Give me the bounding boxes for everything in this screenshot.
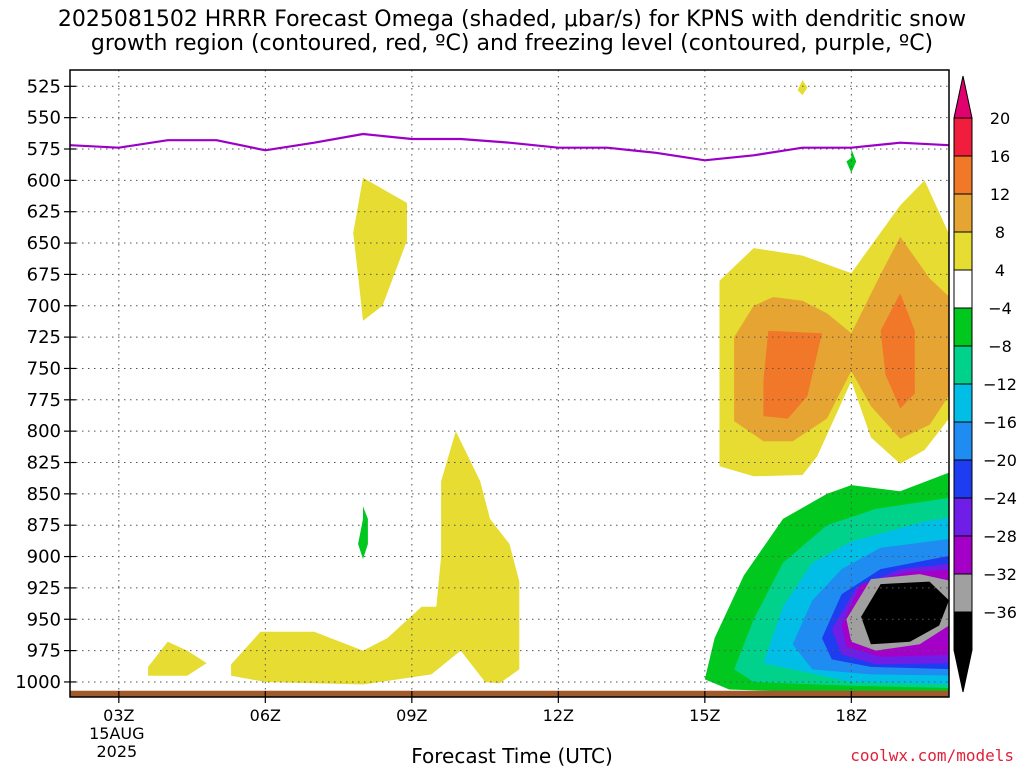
omega-region-1 — [797, 80, 808, 96]
y-tick-label: 1000 — [15, 672, 61, 693]
plot-frame — [69, 69, 950, 698]
x-tick-label: 09Z — [396, 706, 427, 725]
y-tick-label: 800 — [27, 421, 61, 442]
colorbar-swatch — [953, 345, 973, 385]
x-tick-label: 06Z — [250, 706, 281, 725]
colorbar-swatch — [953, 573, 973, 613]
y-tick-label: 700 — [27, 296, 61, 317]
omega-region-0 — [353, 177, 407, 321]
y-tick-label: 650 — [27, 233, 61, 254]
colorbar-label: −4 — [988, 299, 1012, 318]
colorbar-label: 16 — [990, 147, 1010, 166]
colorbar-label: −32 — [983, 565, 1017, 584]
x-tick-label: 15Z — [689, 706, 720, 725]
y-tick-label: 875 — [27, 515, 61, 536]
y-tick-label: 900 — [27, 547, 61, 568]
y-tick-label: 600 — [27, 170, 61, 191]
y-tick-label: 975 — [27, 641, 61, 662]
x-tick-year-label: 2025 — [96, 742, 137, 761]
y-tick-label: 925 — [27, 578, 61, 599]
colorbar-swatch — [953, 421, 973, 461]
surface-ground-band — [70, 690, 949, 697]
colorbar-swatch — [953, 269, 973, 309]
y-tick-label: 750 — [27, 358, 61, 379]
colorbar-swatch — [953, 307, 973, 347]
y-tick-label: 575 — [27, 139, 61, 160]
y-tick-label: 725 — [27, 327, 61, 348]
x-tick-label: 18Z — [836, 706, 867, 725]
colorbar-label: −36 — [983, 603, 1017, 622]
x-tick-date-label: 15AUG — [89, 724, 144, 743]
y-tick-label: 675 — [27, 264, 61, 285]
colorbar-swatch — [953, 383, 973, 423]
credit-link[interactable]: coolwx.com/models — [850, 746, 1014, 765]
colorbar-top-arrow — [953, 75, 973, 119]
chart-title-line2: growth region (contoured, red, ºC) and f… — [90, 31, 934, 56]
colorbar-swatch — [953, 497, 973, 537]
x-axis-title: Forecast Time (UTC) — [411, 744, 613, 768]
colorbar-label: 4 — [995, 261, 1005, 280]
colorbar-label: −12 — [983, 375, 1017, 394]
colorbar-swatch — [953, 193, 973, 233]
colorbar-label: 8 — [995, 223, 1005, 242]
omega-region-2 — [148, 641, 207, 676]
colorbar-swatch — [953, 459, 973, 499]
freezing-level-line — [70, 132, 949, 162]
y-tick-label: 825 — [27, 453, 61, 474]
colorbar-label: −8 — [988, 337, 1012, 356]
omega-region-7 — [880, 293, 915, 409]
colorbar-label: −20 — [983, 451, 1017, 470]
chart-title-line1: 2025081502 HRRR Forecast Omega (shaded, … — [57, 7, 967, 32]
colorbar-swatch — [953, 231, 973, 271]
colorbar-label: −24 — [983, 489, 1017, 508]
colorbar-swatch — [953, 155, 973, 195]
colorbar-label: −28 — [983, 527, 1017, 546]
omega-region-8 — [358, 506, 368, 560]
omega-region-18 — [861, 581, 949, 645]
y-tick-label: 775 — [27, 390, 61, 411]
colorbar-label: 20 — [990, 109, 1010, 128]
colorbar-swatch — [953, 117, 973, 157]
colorbar-bottom-arrow — [953, 649, 973, 693]
x-tick-label: 12Z — [543, 706, 574, 725]
y-tick-label: 625 — [27, 202, 61, 223]
y-tick-label: 950 — [27, 609, 61, 630]
y-tick-label: 525 — [27, 76, 61, 97]
colorbar-swatch — [953, 611, 973, 651]
y-tick-label: 550 — [27, 108, 61, 129]
x-tick-label: 03Z — [103, 706, 134, 725]
colorbar-label: −16 — [983, 413, 1017, 432]
colorbar-label: 12 — [990, 185, 1010, 204]
colorbar-swatch — [953, 535, 973, 575]
omega-region-3 — [231, 431, 520, 685]
y-tick-label: 850 — [27, 484, 61, 505]
omega-region-6 — [763, 330, 822, 419]
